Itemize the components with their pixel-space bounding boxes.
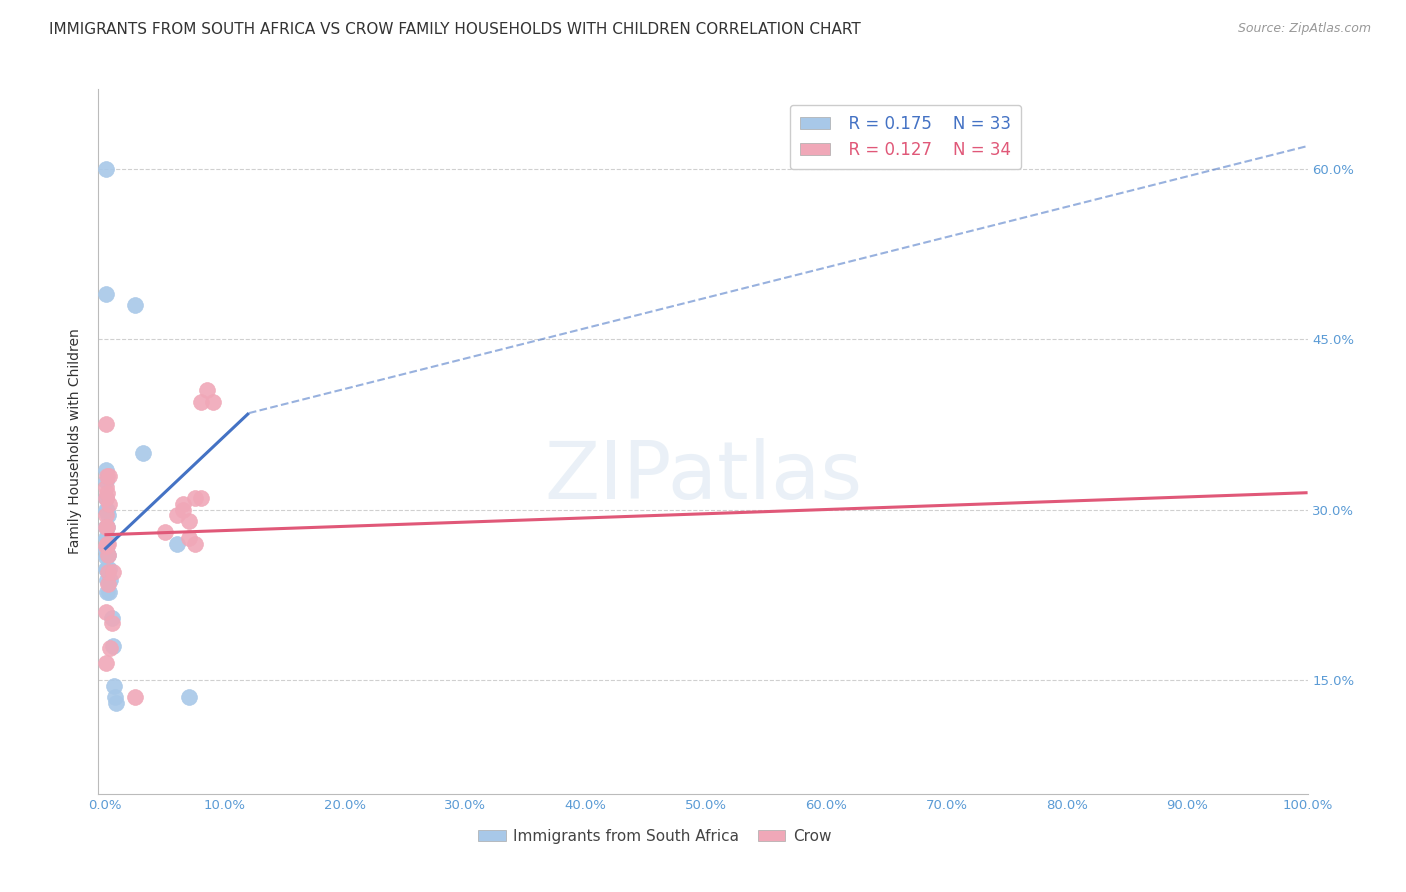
Point bbox=[94, 520, 117, 534]
Point bbox=[153, 525, 176, 540]
Point bbox=[94, 161, 117, 176]
Point bbox=[94, 542, 117, 557]
Point bbox=[94, 539, 117, 553]
Text: Source: ZipAtlas.com: Source: ZipAtlas.com bbox=[1237, 22, 1371, 36]
Point bbox=[94, 475, 117, 489]
Point bbox=[96, 562, 118, 576]
Point bbox=[96, 502, 118, 516]
Point bbox=[101, 639, 124, 653]
Point bbox=[190, 491, 212, 506]
Point bbox=[190, 394, 212, 409]
Point bbox=[100, 616, 122, 631]
Legend: Immigrants from South Africa, Crow: Immigrants from South Africa, Crow bbox=[472, 822, 838, 850]
Point bbox=[183, 537, 205, 551]
Point bbox=[100, 610, 122, 624]
Point bbox=[96, 573, 118, 587]
Y-axis label: Family Households with Children: Family Households with Children bbox=[69, 328, 83, 555]
Point bbox=[132, 446, 155, 460]
Point bbox=[94, 463, 117, 477]
Point bbox=[96, 520, 118, 534]
Point bbox=[98, 497, 121, 511]
Point bbox=[177, 514, 200, 528]
Point bbox=[96, 584, 118, 599]
Point bbox=[98, 468, 121, 483]
Point bbox=[98, 584, 121, 599]
Point bbox=[97, 548, 120, 562]
Point bbox=[94, 502, 117, 516]
Point bbox=[96, 520, 118, 534]
Point bbox=[124, 690, 146, 705]
Point bbox=[100, 573, 122, 587]
Point bbox=[124, 298, 146, 312]
Text: IMMIGRANTS FROM SOUTH AFRICA VS CROW FAMILY HOUSEHOLDS WITH CHILDREN CORRELATION: IMMIGRANTS FROM SOUTH AFRICA VS CROW FAM… bbox=[49, 22, 860, 37]
Point bbox=[98, 562, 121, 576]
Point bbox=[94, 417, 117, 432]
Point bbox=[94, 491, 117, 506]
Point bbox=[97, 537, 120, 551]
Point bbox=[94, 480, 117, 494]
Point bbox=[183, 491, 205, 506]
Point bbox=[96, 468, 118, 483]
Point bbox=[97, 548, 120, 562]
Point bbox=[96, 548, 118, 562]
Point bbox=[172, 502, 194, 516]
Point bbox=[166, 537, 188, 551]
Point bbox=[94, 656, 117, 670]
Point bbox=[201, 394, 224, 409]
Point bbox=[96, 537, 118, 551]
Point bbox=[94, 605, 117, 619]
Point bbox=[94, 491, 117, 506]
Point bbox=[97, 566, 120, 580]
Point bbox=[100, 641, 122, 656]
Point bbox=[94, 562, 117, 576]
Point bbox=[94, 508, 117, 523]
Point bbox=[96, 485, 118, 500]
Point bbox=[94, 550, 117, 565]
Point bbox=[172, 497, 194, 511]
Point bbox=[195, 384, 218, 398]
Point bbox=[94, 531, 117, 545]
Point bbox=[94, 286, 117, 301]
Point bbox=[101, 566, 124, 580]
Point bbox=[105, 696, 128, 710]
Point bbox=[97, 531, 120, 545]
Point bbox=[166, 508, 188, 523]
Point bbox=[104, 690, 127, 705]
Point bbox=[96, 531, 118, 545]
Point bbox=[94, 520, 117, 534]
Text: ZIPatlas: ZIPatlas bbox=[544, 438, 862, 516]
Point bbox=[97, 576, 120, 591]
Point bbox=[97, 508, 120, 523]
Point bbox=[103, 679, 125, 693]
Point bbox=[177, 531, 200, 545]
Point bbox=[177, 690, 200, 705]
